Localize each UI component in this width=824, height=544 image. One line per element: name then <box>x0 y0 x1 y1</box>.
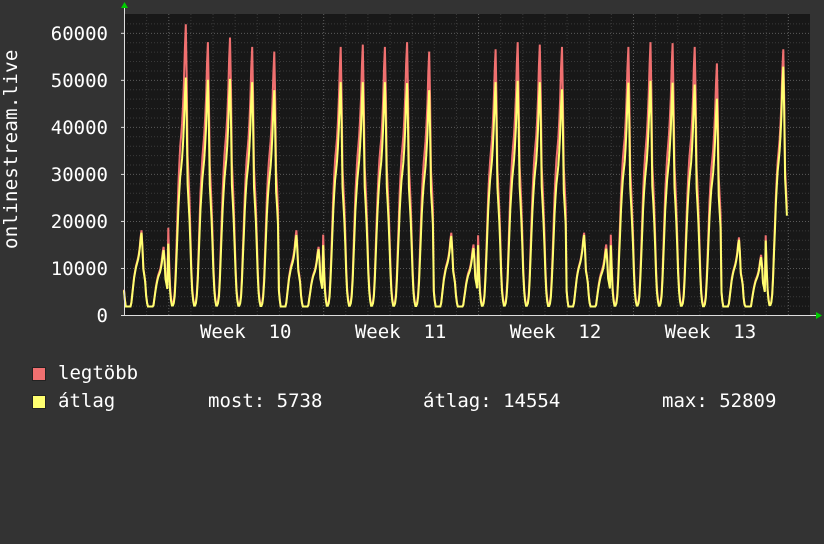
y-axis-arrow <box>121 2 128 8</box>
stat-now: most: 5738 <box>208 390 323 412</box>
x-tick-label: Week 10 <box>200 321 292 343</box>
legend-item-max: legtöbb <box>32 362 138 386</box>
chart-plot: 0 10000 20000 30000 40000 50000 60000 Week 10 We… <box>51 2 822 343</box>
series-avg-line <box>123 66 788 308</box>
stat-avg: átlag: 14554 <box>423 390 561 412</box>
legend-swatch-avg <box>32 395 46 409</box>
x-tick-label: Week 12 <box>510 321 602 343</box>
legend-swatch-max <box>32 367 46 381</box>
y-tick-label: 20000 <box>51 211 108 233</box>
series-layer <box>123 24 788 308</box>
x-tick-label: Week 13 <box>665 321 757 343</box>
y-tick-label: 30000 <box>51 164 108 186</box>
chart: 0 10000 20000 30000 40000 50000 60000 Week 10 We… <box>0 2 822 343</box>
y-tick-label: 0 <box>97 305 108 327</box>
y-axis-label: onlinestream.live <box>0 49 22 249</box>
legend-item-avg: átlag most: 5738 átlag: 14554 max: 52809 <box>32 390 812 414</box>
x-axis-arrow <box>816 312 822 319</box>
legend-label-avg: átlag <box>58 390 116 412</box>
tick-labels: 0 10000 20000 30000 40000 50000 60000 Week 10 We… <box>51 23 756 343</box>
y-tick-label: 50000 <box>51 70 108 92</box>
y-tick-label: 40000 <box>51 117 108 139</box>
axes <box>121 2 822 319</box>
stat-max: max: 52809 <box>662 390 777 412</box>
y-tick-label: 10000 <box>51 258 108 280</box>
grid-lines <box>124 14 810 316</box>
y-tick-label: 60000 <box>51 23 108 45</box>
legend-label-max: legtöbb <box>58 362 139 384</box>
x-tick-label: Week 11 <box>355 321 447 343</box>
